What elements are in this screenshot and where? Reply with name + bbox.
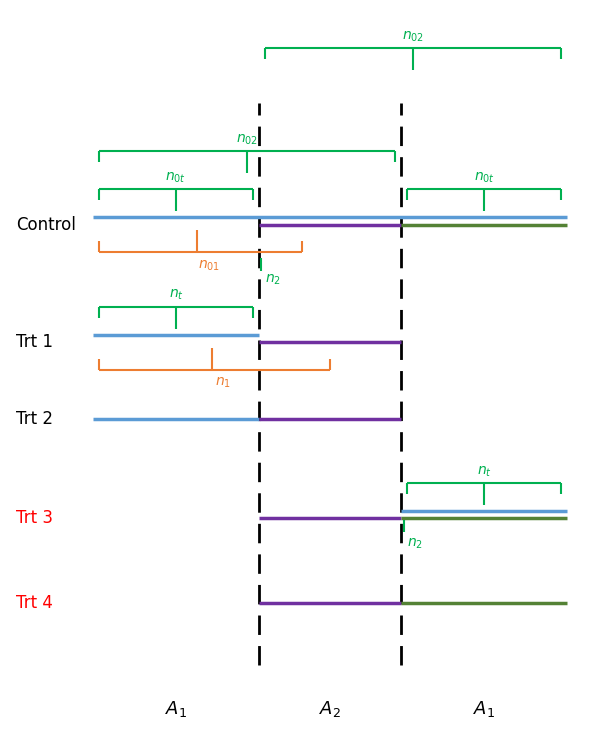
Text: $n_{0t}$: $n_{0t}$ — [165, 170, 186, 185]
Text: $n_{1}$: $n_{1}$ — [215, 376, 231, 390]
Text: $n_2$: $n_2$ — [265, 273, 281, 287]
Text: Control: Control — [16, 215, 76, 233]
Text: $n_{t}$: $n_{t}$ — [477, 464, 492, 478]
Text: $n_{02}$: $n_{02}$ — [236, 132, 258, 146]
Text: Trt 2: Trt 2 — [16, 410, 53, 428]
Text: $A_1$: $A_1$ — [165, 699, 187, 719]
Text: $n_{t}$: $n_{t}$ — [169, 288, 183, 302]
Text: Trt 4: Trt 4 — [16, 594, 53, 612]
Text: $n_{02}$: $n_{02}$ — [402, 30, 424, 44]
Text: $n_{0t}$: $n_{0t}$ — [474, 170, 495, 185]
Text: Trt 1: Trt 1 — [16, 333, 53, 351]
Text: $n_{01}$: $n_{01}$ — [198, 259, 221, 273]
Text: $A_2$: $A_2$ — [319, 699, 341, 719]
Text: $n_{2}$: $n_{2}$ — [407, 536, 423, 551]
Text: Trt 3: Trt 3 — [16, 510, 53, 528]
Text: $A_1$: $A_1$ — [473, 699, 495, 719]
